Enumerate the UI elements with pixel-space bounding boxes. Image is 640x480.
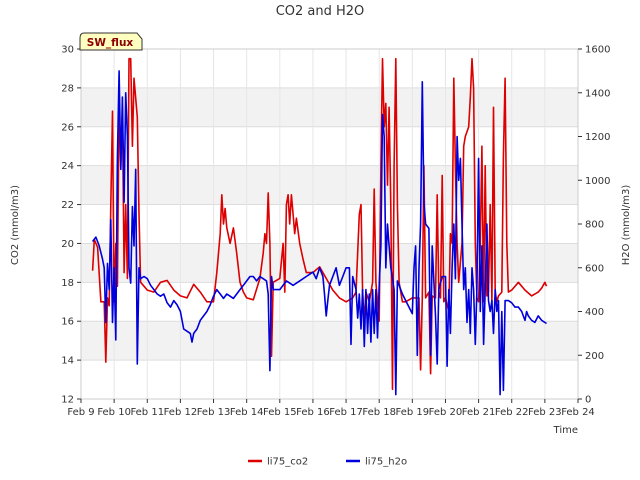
legend-label: li75_h2o xyxy=(365,457,407,468)
x-tick-label: Feb 17 xyxy=(329,407,363,418)
series-line-li75-h2o xyxy=(91,70,547,396)
y-tick-label-left: 16 xyxy=(61,317,74,328)
x-tick-label: Feb 14 xyxy=(230,407,264,418)
y-tick-label-left: 28 xyxy=(61,83,74,94)
x-tick-label: Feb 18 xyxy=(362,407,396,418)
series-line-li75-co2 xyxy=(91,57,548,391)
bottom-axis: Feb 9 Feb 10 Feb 11 Feb 12 Feb 13 Feb 14 Feb 1… xyxy=(67,399,595,418)
y-tick-label-right: 800 xyxy=(585,220,604,231)
sw-flux-badge: SW_flux xyxy=(79,32,143,51)
y-tick-label-left: 30 xyxy=(61,45,74,56)
y-axis-label-right: H2O (mmol/m3) xyxy=(621,185,632,266)
x-tick-label: Feb 10 xyxy=(97,407,131,418)
x-tick-label: Feb 9 xyxy=(67,407,94,418)
x-tick-label: Feb 20 xyxy=(429,407,463,418)
y-tick-label-right: 600 xyxy=(585,263,604,274)
y-tick-label-right: 1200 xyxy=(585,132,610,143)
x-tick-label: Feb 11 xyxy=(130,407,164,418)
y-tick-label-left: 20 xyxy=(61,239,74,250)
y-tick-label-right: 400 xyxy=(585,307,604,318)
y-tick-label-left: 24 xyxy=(61,161,74,172)
y-tick-label-left: 22 xyxy=(61,200,74,211)
x-tick-label: Feb 22 xyxy=(495,407,529,418)
y-tick-label-right: 1400 xyxy=(585,88,610,99)
y-tick-label-right: 1000 xyxy=(585,176,610,187)
x-tick-label: Feb 21 xyxy=(462,407,496,418)
x-tick-label: Feb 12 xyxy=(164,407,198,418)
sw-flux-badge-label: SW_flux xyxy=(87,37,134,49)
chart-title: CO2 and H2O xyxy=(276,4,365,19)
right-axis: 0 200 400 600 800 1000 1200 1400 1600 xyxy=(578,45,610,406)
band xyxy=(81,165,578,205)
y-tick-label-right: 200 xyxy=(585,351,604,362)
y-tick-label-left: 14 xyxy=(61,356,74,367)
band xyxy=(81,87,578,127)
x-tick-label: Feb 13 xyxy=(197,407,231,418)
y-tick-label-right: 1600 xyxy=(585,45,610,56)
y-tick-label-left: 18 xyxy=(61,278,74,289)
x-tick-label: Feb 19 xyxy=(396,407,430,418)
left-axis: 12 14 16 18 20 22 24 26 28 30 xyxy=(61,45,81,406)
x-tick-label: Feb 15 xyxy=(263,407,297,418)
x-tick-label: Feb 16 xyxy=(296,407,330,418)
y-axis-label-left: CO2 (mmol/m3) xyxy=(10,185,21,265)
band xyxy=(81,243,578,283)
series-lines xyxy=(91,57,548,396)
y-tick-label-right: 0 xyxy=(585,395,591,406)
x-axis-label: Time xyxy=(553,425,578,436)
x-tick-label: Feb 23 xyxy=(528,407,562,418)
band xyxy=(81,321,578,361)
legend: li75_co2 li75_h2o xyxy=(248,457,407,468)
legend-label: li75_co2 xyxy=(267,457,308,468)
y-tick-label-left: 12 xyxy=(61,395,74,406)
x-tick-label: Feb 24 xyxy=(561,407,595,418)
y-tick-label-left: 26 xyxy=(61,122,74,133)
